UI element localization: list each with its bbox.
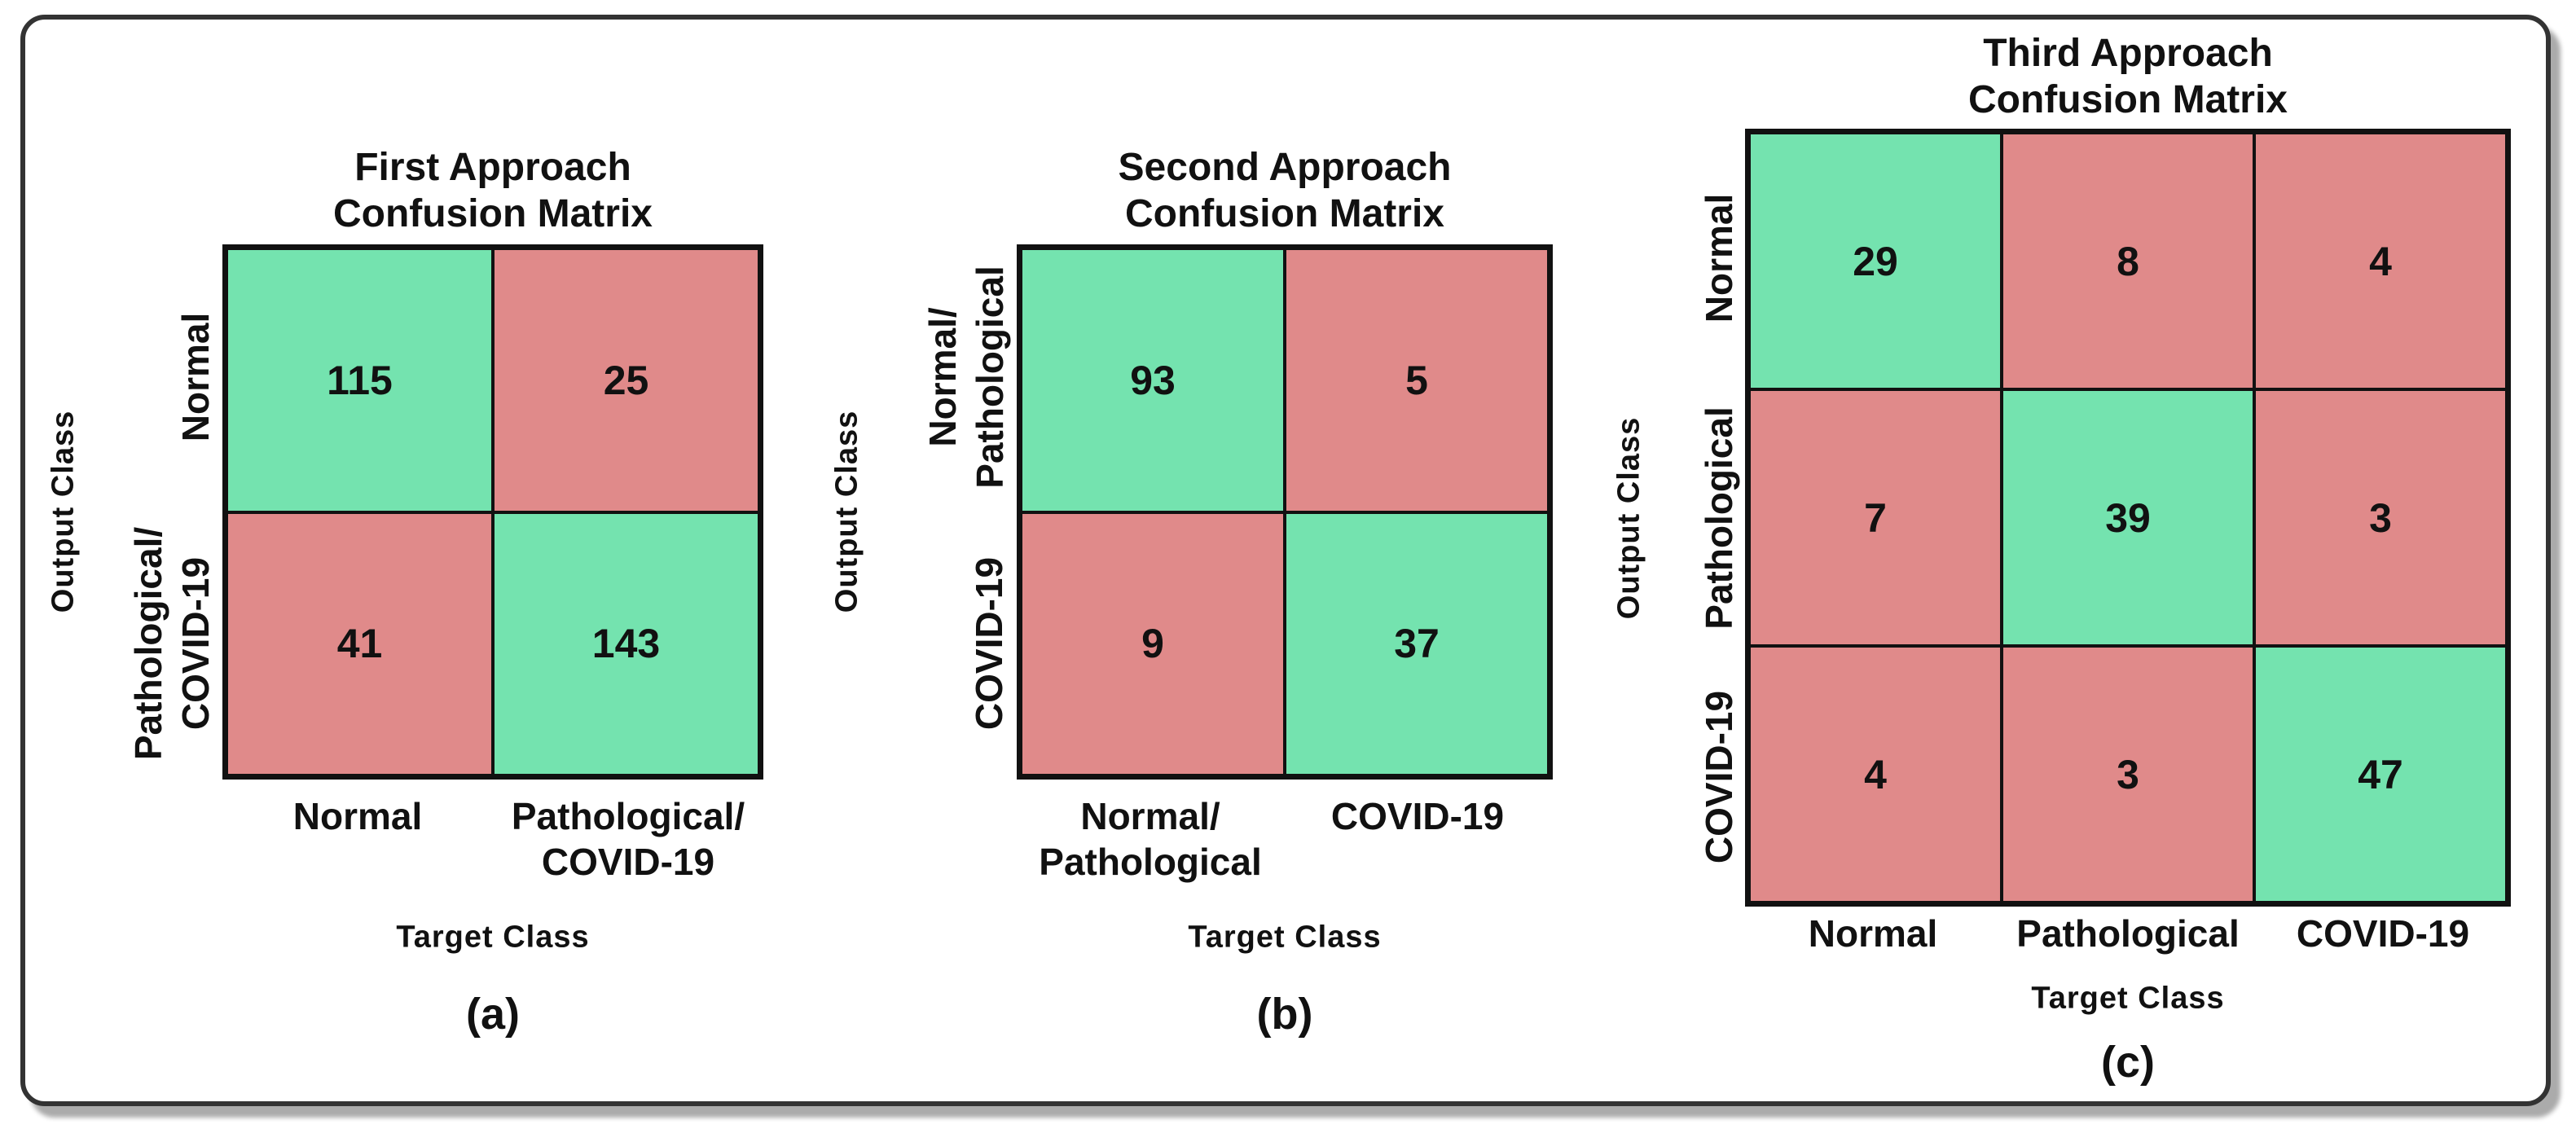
panel-b-col-label-0: Normal/ Pathological: [1039, 793, 1261, 885]
panel-c-col-label-0: Normal: [1809, 911, 1937, 956]
panel-a-row-label-0: Normal: [172, 313, 219, 441]
panel-c-caption: (c): [2101, 1038, 2155, 1087]
panel-a-col-label-1: Pathological/ COVID-19: [512, 793, 745, 885]
panel-c-col-label-1: Pathological: [2016, 911, 2239, 956]
row-label-line: COVID-19: [968, 556, 1010, 731]
row-label-line: Pathological: [969, 266, 1011, 489]
panel-c-col-label-2: COVID-19: [2297, 911, 2469, 956]
panel-a-title-line1: First Approach: [354, 146, 631, 189]
matrix-cell-r1c0: 7: [1749, 389, 2002, 646]
matrix-cell-r1c1: 37: [1285, 512, 1549, 775]
panel-a-x-axis-label: Target Class: [396, 920, 590, 955]
matrix-cell-r2c1: 3: [2002, 646, 2254, 903]
row-label-line: Normal/: [921, 307, 964, 447]
panel-a-col-label-0: Normal: [293, 793, 422, 839]
matrix-cell-r0c2: 4: [2254, 133, 2507, 389]
matrix-cell-r0c1: 8: [2002, 133, 2254, 389]
col-label-line: Normal: [1808, 912, 1938, 955]
matrix-cell-r2c2: 47: [2254, 646, 2507, 903]
row-label-line: Pathological: [1698, 406, 1740, 630]
panel-b-title-line1: Second Approach: [1118, 146, 1452, 189]
panel-c-y-axis-label: Output Class: [1611, 416, 1646, 620]
panel-a-caption: (a): [466, 990, 520, 1039]
col-label-line: COVID-19: [2296, 912, 2470, 955]
panel-b-x-axis-label: Target Class: [1188, 920, 1382, 955]
panel-c-row-label-2: COVID-19: [1695, 691, 1743, 863]
row-label-line: COVID-19: [174, 556, 217, 731]
row-label-line: Pathological/: [127, 526, 169, 761]
panel-b-col-label-1: COVID-19: [1331, 793, 1504, 839]
panel-b-matrix: 93 5 9 37: [1017, 244, 1553, 780]
col-label-line: Pathological: [1039, 841, 1262, 883]
row-label-line: COVID-19: [1698, 690, 1740, 864]
panel-c-matrix: 29 8 4 7 39 3 4 3 47: [1745, 129, 2511, 907]
panel-c-row-label-0: Normal: [1695, 194, 1743, 323]
panel-c-title-line1: Third Approach: [1983, 32, 2273, 75]
matrix-cell-r1c1: 143: [493, 512, 759, 775]
col-label-line: Normal: [292, 795, 423, 837]
matrix-cell-r0c0: 93: [1021, 248, 1285, 512]
matrix-cell-r0c0: 29: [1749, 133, 2002, 389]
row-label-line: Normal: [174, 312, 217, 442]
col-label-line: Pathological/: [511, 795, 745, 837]
panel-c-row-label-1: Pathological: [1695, 406, 1743, 629]
panel-c-title-line2: Confusion Matrix: [1968, 78, 2288, 121]
matrix-cell-r1c0: 41: [226, 512, 493, 775]
panel-a-matrix: 115 25 41 143: [222, 244, 763, 780]
panel-b-row-label-1: COVID-19: [965, 557, 1013, 730]
matrix-cell-r0c0: 115: [226, 248, 493, 512]
matrix-cell-r1c2: 3: [2254, 389, 2507, 646]
matrix-cell-r1c0: 9: [1021, 512, 1285, 775]
matrix-cell-r1c1: 39: [2002, 389, 2254, 646]
matrix-cell-r2c0: 4: [1749, 646, 2002, 903]
col-label-line: Normal/: [1080, 795, 1220, 837]
panel-b-y-axis-label: Output Class: [829, 410, 864, 613]
panel-a-title-line2: Confusion Matrix: [333, 192, 653, 235]
panel-c-x-axis-label: Target Class: [2031, 981, 2225, 1016]
matrix-cell-r0c1: 25: [493, 248, 759, 512]
col-label-line: COVID-19: [1330, 795, 1505, 837]
panel-a-row-label-1: Pathological/ COVID-19: [125, 527, 219, 760]
matrix-cell-r0c1: 5: [1285, 248, 1549, 512]
col-label-line: COVID-19: [541, 841, 715, 883]
panel-b-caption: (b): [1256, 990, 1313, 1039]
row-label-line: Normal: [1698, 193, 1740, 323]
panel-b-title-line2: Confusion Matrix: [1125, 192, 1444, 235]
col-label-line: Pathological: [2016, 912, 2240, 955]
panel-b-row-label-0: Normal/ Pathological: [919, 266, 1013, 488]
panel-a-y-axis-label: Output Class: [46, 410, 81, 613]
